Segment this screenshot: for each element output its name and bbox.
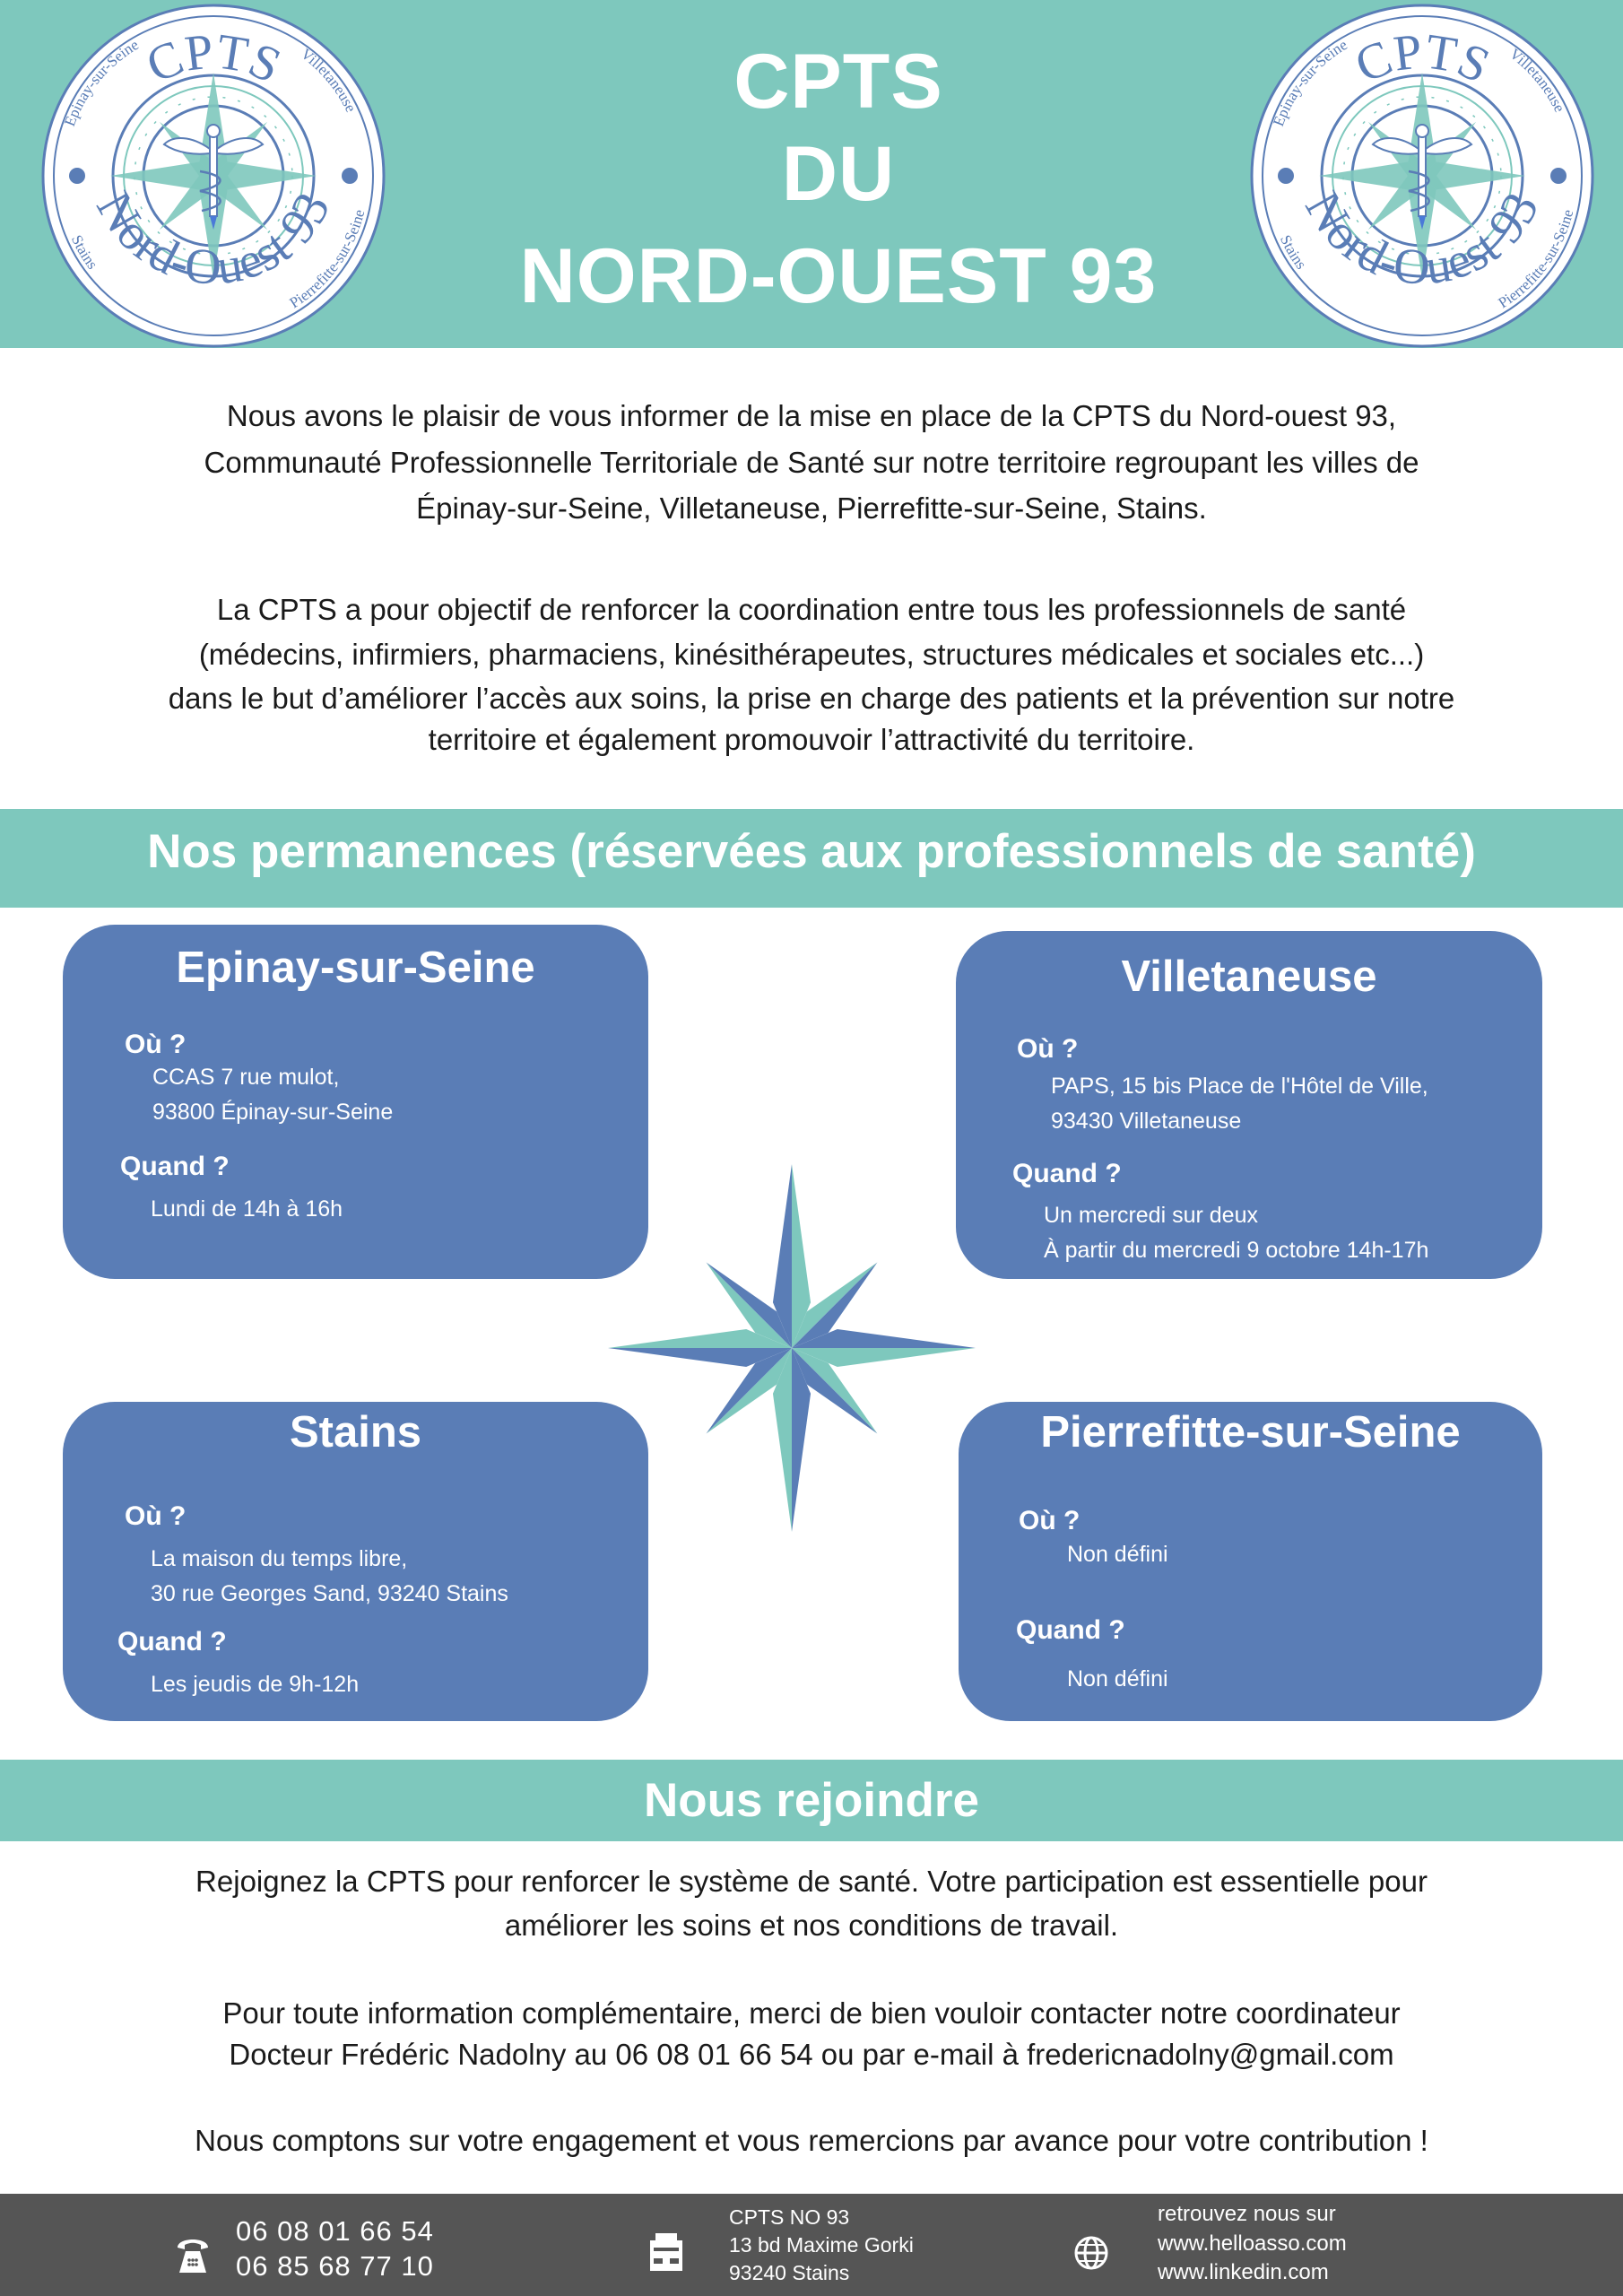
page-title-line-2: DU: [781, 131, 896, 217]
when-label: Quand ?: [1012, 1159, 1122, 1188]
compass-point-half: [706, 1262, 792, 1348]
join-heading: Nous rejoindre: [643, 1774, 979, 1827]
compass-rose-icon: [608, 1164, 976, 1532]
box-city: Villetaneuse: [1121, 952, 1377, 1001]
permanences-heading: Nos permanences (réservées aux professio…: [147, 825, 1476, 878]
compass-point-half: [706, 1262, 792, 1348]
intro-p2-line-1: La CPTS a pour objectif de renforcer la …: [216, 593, 1407, 626]
when-line: Les jeudis de 9h-12h: [151, 1672, 360, 1697]
telephone-icon: [178, 2239, 208, 2273]
where-line: 93800 Épinay-sur-Seine: [152, 1100, 394, 1125]
permanence-box-pierrefitte: Pierrefitte-sur-Seine Où ? Non défini Qu…: [959, 1402, 1542, 1721]
box-city: Pierrefitte-sur-Seine: [1040, 1408, 1461, 1457]
footer-phone-2[interactable]: 06 85 68 77 10: [236, 2250, 434, 2282]
compass-point-half: [706, 1348, 792, 1434]
footer-web-label: retrouvez nous sur: [1158, 2202, 1336, 2226]
intro-p1-line-3: Épinay-sur-Seine, Villetaneuse, Pierrefi…: [416, 491, 1207, 525]
compass-point-half: [608, 1348, 792, 1368]
where-line: Non défini: [1067, 1542, 1168, 1567]
compass-point-half: [792, 1348, 878, 1434]
join-line-2: améliorer les soins et nos conditions de…: [504, 1909, 1119, 1942]
compass-point-half: [792, 1348, 878, 1434]
box-city: Epinay-sur-Seine: [176, 944, 535, 992]
footer-link-linkedin[interactable]: www.linkedin.com: [1158, 2260, 1329, 2284]
when-label: Quand ?: [1016, 1615, 1125, 1645]
office-building-icon: [650, 2233, 682, 2271]
when-label: Quand ?: [117, 1627, 227, 1657]
when-line: Non défini: [1067, 1666, 1168, 1692]
globe-icon: [1074, 2236, 1108, 2270]
where-label: Où ?: [125, 1501, 187, 1531]
where-line: La maison du temps libre,: [151, 1546, 408, 1571]
intro-p1-line-1: Nous avons le plaisir de vous informer d…: [226, 399, 1397, 432]
footer-address-line-2: 13 bd Maxime Gorki: [729, 2233, 914, 2257]
when-line: Lundi de 14h à 16h: [151, 1196, 343, 1222]
permanences-band: [0, 809, 1623, 908]
footer: 06 08 01 66 54 06 85 68 77 10 CPTS NO 93…: [0, 2194, 1623, 2296]
compass-point-half: [792, 1164, 812, 1348]
page-title-line-1: CPTS: [733, 39, 943, 125]
where-line: CCAS 7 rue mulot,: [152, 1065, 340, 1090]
join-line-4: Docteur Frédéric Nadolny au 06 08 01 66 …: [229, 2038, 1394, 2071]
footer-address-line-1: CPTS NO 93: [729, 2205, 850, 2229]
footer-address-line-3: 93240 Stains: [729, 2261, 850, 2284]
where-label: Où ?: [1019, 1506, 1081, 1535]
when-line: Un mercredi sur deux: [1044, 1203, 1258, 1228]
where-label: Où ?: [125, 1030, 187, 1059]
permanence-box-epinay: Epinay-sur-Seine Où ? CCAS 7 rue mulot, …: [63, 925, 648, 1279]
intro-p1-line-2: Communauté Professionnelle Territoriale …: [204, 446, 1419, 479]
compass-point-half: [772, 1164, 792, 1348]
compass-point-half: [772, 1348, 792, 1532]
join-line-3: Pour toute information complémentaire, m…: [222, 1996, 1401, 2030]
join-line-1: Rejoignez la CPTS pour renforcer le syst…: [195, 1865, 1428, 1898]
compass-point-half: [792, 1328, 976, 1348]
where-label: Où ?: [1017, 1034, 1079, 1064]
where-line: PAPS, 15 bis Place de l'Hôtel de Ville,: [1051, 1074, 1428, 1099]
permanence-box-stains: Stains Où ? La maison du temps libre, 30…: [63, 1402, 648, 1721]
footer-phone-1[interactable]: 06 08 01 66 54: [236, 2215, 434, 2247]
intro-p2-line-2: (médecins, infirmiers, pharmaciens, kiné…: [198, 638, 1425, 671]
box-city: Stains: [289, 1408, 422, 1457]
compass-point-half: [792, 1348, 976, 1368]
intro-p2-line-3: dans le but d’améliorer l’accès aux soin…: [168, 682, 1455, 715]
page-title-line-3: NORD-OUEST 93: [519, 233, 1158, 319]
when-line: À partir du mercredi 9 octobre 14h-17h: [1044, 1238, 1429, 1263]
join-line-5: Nous comptons sur votre engagement et vo…: [195, 2124, 1428, 2157]
compass-point-half: [706, 1348, 792, 1434]
where-line: 30 rue Georges Sand, 93240 Stains: [151, 1581, 508, 1606]
where-line: 93430 Villetaneuse: [1051, 1109, 1242, 1134]
compass-point-half: [792, 1262, 878, 1348]
compass-point-half: [792, 1262, 878, 1348]
permanence-box-villetaneuse: Villetaneuse Où ? PAPS, 15 bis Place de …: [956, 931, 1542, 1279]
footer-link-helloasso[interactable]: www.helloasso.com: [1158, 2231, 1347, 2256]
when-label: Quand ?: [120, 1152, 230, 1181]
join-band: [0, 1760, 1623, 1841]
compass-point-half: [792, 1348, 812, 1532]
compass-point-half: [608, 1328, 792, 1348]
intro-p2-line-4: territoire et également promouvoir l’att…: [428, 723, 1195, 756]
